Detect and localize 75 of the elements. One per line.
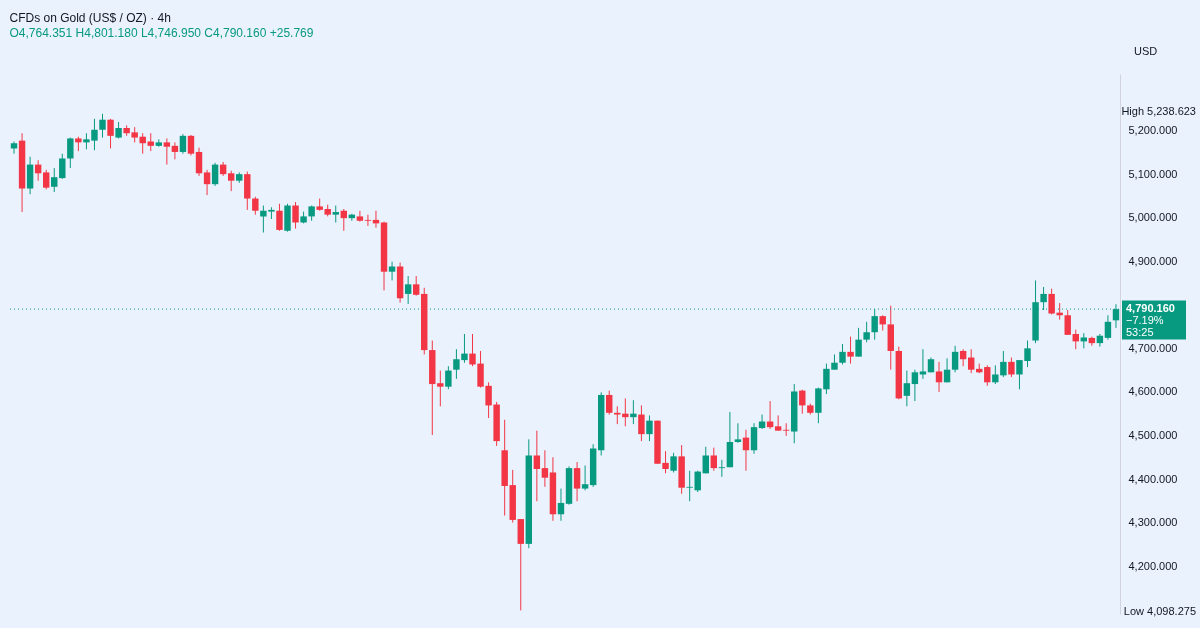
candlestick: [1104, 314, 1112, 341]
candlestick: [967, 348, 975, 374]
y-tick-label: 4,900.000: [1128, 254, 1178, 267]
candlestick: [67, 137, 74, 169]
candlestick: [839, 343, 846, 365]
candlestick: [227, 170, 235, 192]
text: USD: [1134, 45, 1158, 57]
candlestick: [863, 321, 870, 343]
candlestick: [163, 137, 171, 166]
candlestick: [734, 422, 742, 444]
candlestick: [855, 327, 862, 358]
candlestick: [710, 447, 718, 472]
candlestick: [445, 365, 452, 390]
candlestick: [630, 399, 637, 425]
y-tick-label: 5,200.000: [1128, 124, 1178, 137]
candlestick: [203, 169, 211, 196]
y-tick-label: 4,500.000: [1128, 428, 1178, 441]
candlestick: [51, 167, 58, 193]
candlestick: [903, 370, 911, 407]
candlestick: [364, 214, 372, 227]
candlestick: [276, 203, 283, 232]
candlestick: [646, 414, 653, 442]
candlestick: [638, 404, 645, 442]
candlestick: [195, 147, 203, 177]
candlestick: [782, 422, 790, 437]
candlestick: [356, 210, 364, 223]
candlestick: [951, 345, 959, 373]
ref-line-label: 4,790.160: [1126, 302, 1175, 315]
candlestick: [187, 134, 195, 156]
candlestick: [750, 422, 758, 455]
candlestick: [404, 275, 412, 305]
y-tick-label: 4,200.000: [1128, 559, 1178, 572]
candlestick: [670, 452, 677, 473]
candlestick: [42, 169, 50, 190]
chart-title: CFDs on Gold (US$ / OZ) · 4h: [9, 11, 171, 25]
candlestick: [799, 389, 806, 415]
chart-subtitle: O4,764.351 H4,801.180 L4,746.950 C4,790.160 +25.769: [9, 26, 314, 40]
candlestick: [573, 461, 581, 502]
candlestick: [541, 449, 549, 488]
candlestick: [292, 201, 299, 230]
candlestick: [99, 113, 106, 139]
candlestick: [107, 118, 114, 149]
y-tick-label: 5,000.000: [1128, 211, 1178, 224]
candlestick: [557, 488, 565, 522]
candlestick: [1008, 357, 1015, 378]
candlestick: [179, 133, 187, 155]
text: −7.19%: [1126, 314, 1164, 327]
candlestick: [533, 430, 541, 502]
candlestick: [935, 361, 943, 393]
y-tick-label: 4,600.000: [1128, 385, 1178, 398]
candlestick: [984, 364, 991, 387]
y-tick-label: 4,400.000: [1128, 472, 1178, 485]
candlestick: [606, 390, 613, 416]
candlestick: [847, 336, 854, 365]
candlestick: [388, 261, 396, 281]
y-tick-label: 5,100.000: [1128, 167, 1178, 180]
candlestick: [581, 465, 589, 491]
candlestick: [911, 369, 919, 402]
candlestick: [469, 333, 476, 367]
candlestick: [59, 153, 66, 180]
text: Low 4,098.275: [1123, 605, 1196, 617]
candlestick: [919, 348, 927, 380]
candlestick: [694, 470, 701, 493]
candlestick: [702, 446, 709, 474]
candlestick: [686, 470, 693, 502]
candlestick: [718, 459, 726, 478]
candlestick: [211, 162, 219, 187]
y-tick-label: 4,700.000: [1128, 341, 1178, 354]
candlestick: [171, 141, 179, 160]
text: High 5,238.623: [1121, 105, 1196, 117]
candlestick: [412, 275, 420, 297]
candlestick: [26, 156, 34, 195]
text: 53:25: [1126, 326, 1154, 339]
candlestick: [1064, 309, 1071, 336]
y-tick-label: 4,300.000: [1128, 516, 1178, 529]
